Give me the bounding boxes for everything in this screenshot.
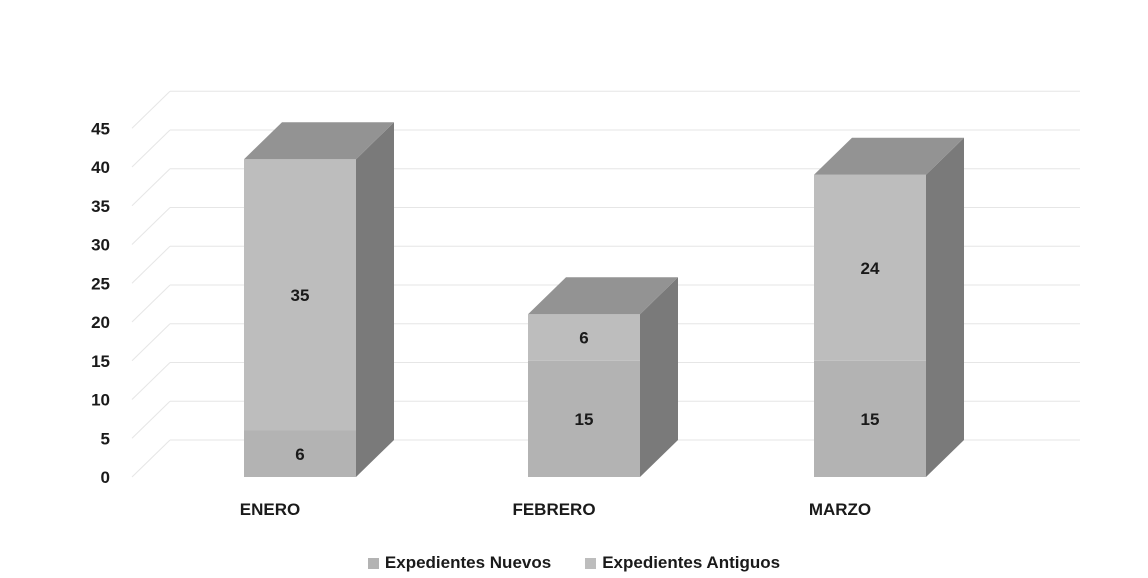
- bar-segment-antiguos: [814, 174, 926, 361]
- bar-segment-nuevos: [244, 430, 356, 477]
- bar-segment-nuevos: [814, 360, 926, 477]
- legend: Expedientes Nuevos Expedientes Antiguos: [0, 553, 1148, 573]
- gridline-depth: [131, 323, 171, 362]
- gridline-depth: [131, 207, 171, 245]
- y-tick-label: 35: [91, 197, 110, 216]
- bar-segment-antiguos: [244, 159, 356, 431]
- y-axis-ticks: 0 5 10 15 20 25 30 35 40 45: [91, 119, 110, 487]
- gridline-depth: [131, 129, 171, 168]
- bar-side: [640, 277, 678, 477]
- bar-top: [244, 122, 394, 160]
- x-category-label: ENERO: [240, 500, 300, 519]
- legend-item-antiguos: Expedientes Antiguos: [585, 553, 780, 573]
- data-label: 15: [861, 410, 880, 429]
- data-label: 15: [575, 410, 594, 429]
- legend-item-nuevos: Expedientes Nuevos: [367, 553, 552, 573]
- bar-segment-nuevos: [528, 360, 640, 477]
- legend-label-nuevos: Expedientes Nuevos: [384, 553, 552, 572]
- bar-segment-antiguos: [528, 314, 640, 361]
- data-label: 24: [861, 259, 880, 278]
- gridline-depth: [131, 90, 171, 129]
- y-tick-label: 25: [91, 274, 110, 293]
- bar-top: [528, 277, 678, 315]
- data-label: 6: [579, 329, 588, 348]
- bar-side: [926, 137, 964, 477]
- gridline-depth: [131, 362, 171, 400]
- legend-swatch-antiguos: [585, 557, 597, 569]
- y-tick-label: 15: [91, 352, 110, 371]
- y-tick-label: 0: [101, 468, 110, 487]
- data-label: 35: [291, 286, 310, 305]
- data-label: 6: [295, 445, 304, 464]
- y-tick-label: 5: [101, 429, 110, 448]
- x-category-label: FEBRERO: [512, 500, 595, 519]
- y-tick-label: 30: [91, 236, 110, 255]
- gridline-depth: [131, 400, 171, 439]
- x-category-label: MARZO: [809, 500, 871, 519]
- gridline-depth: [131, 439, 171, 478]
- gridline-depth: [131, 245, 171, 284]
- bar-side: [356, 122, 394, 477]
- y-tick-label: 10: [91, 391, 110, 410]
- gridline-depth: [131, 284, 171, 323]
- y-tick-label: 40: [91, 158, 110, 177]
- x-axis-categories: ENERO FEBRERO MARZO: [240, 500, 871, 519]
- bar-top: [814, 137, 964, 175]
- y-tick-label: 20: [91, 313, 110, 332]
- bars: 6 35 15 6 15 24: [244, 122, 964, 477]
- y-tick-label: 45: [91, 119, 110, 138]
- legend-swatch-nuevos: [367, 557, 379, 569]
- gridline-depth: [131, 168, 171, 207]
- legend-label-antiguos: Expedientes Antiguos: [602, 553, 781, 572]
